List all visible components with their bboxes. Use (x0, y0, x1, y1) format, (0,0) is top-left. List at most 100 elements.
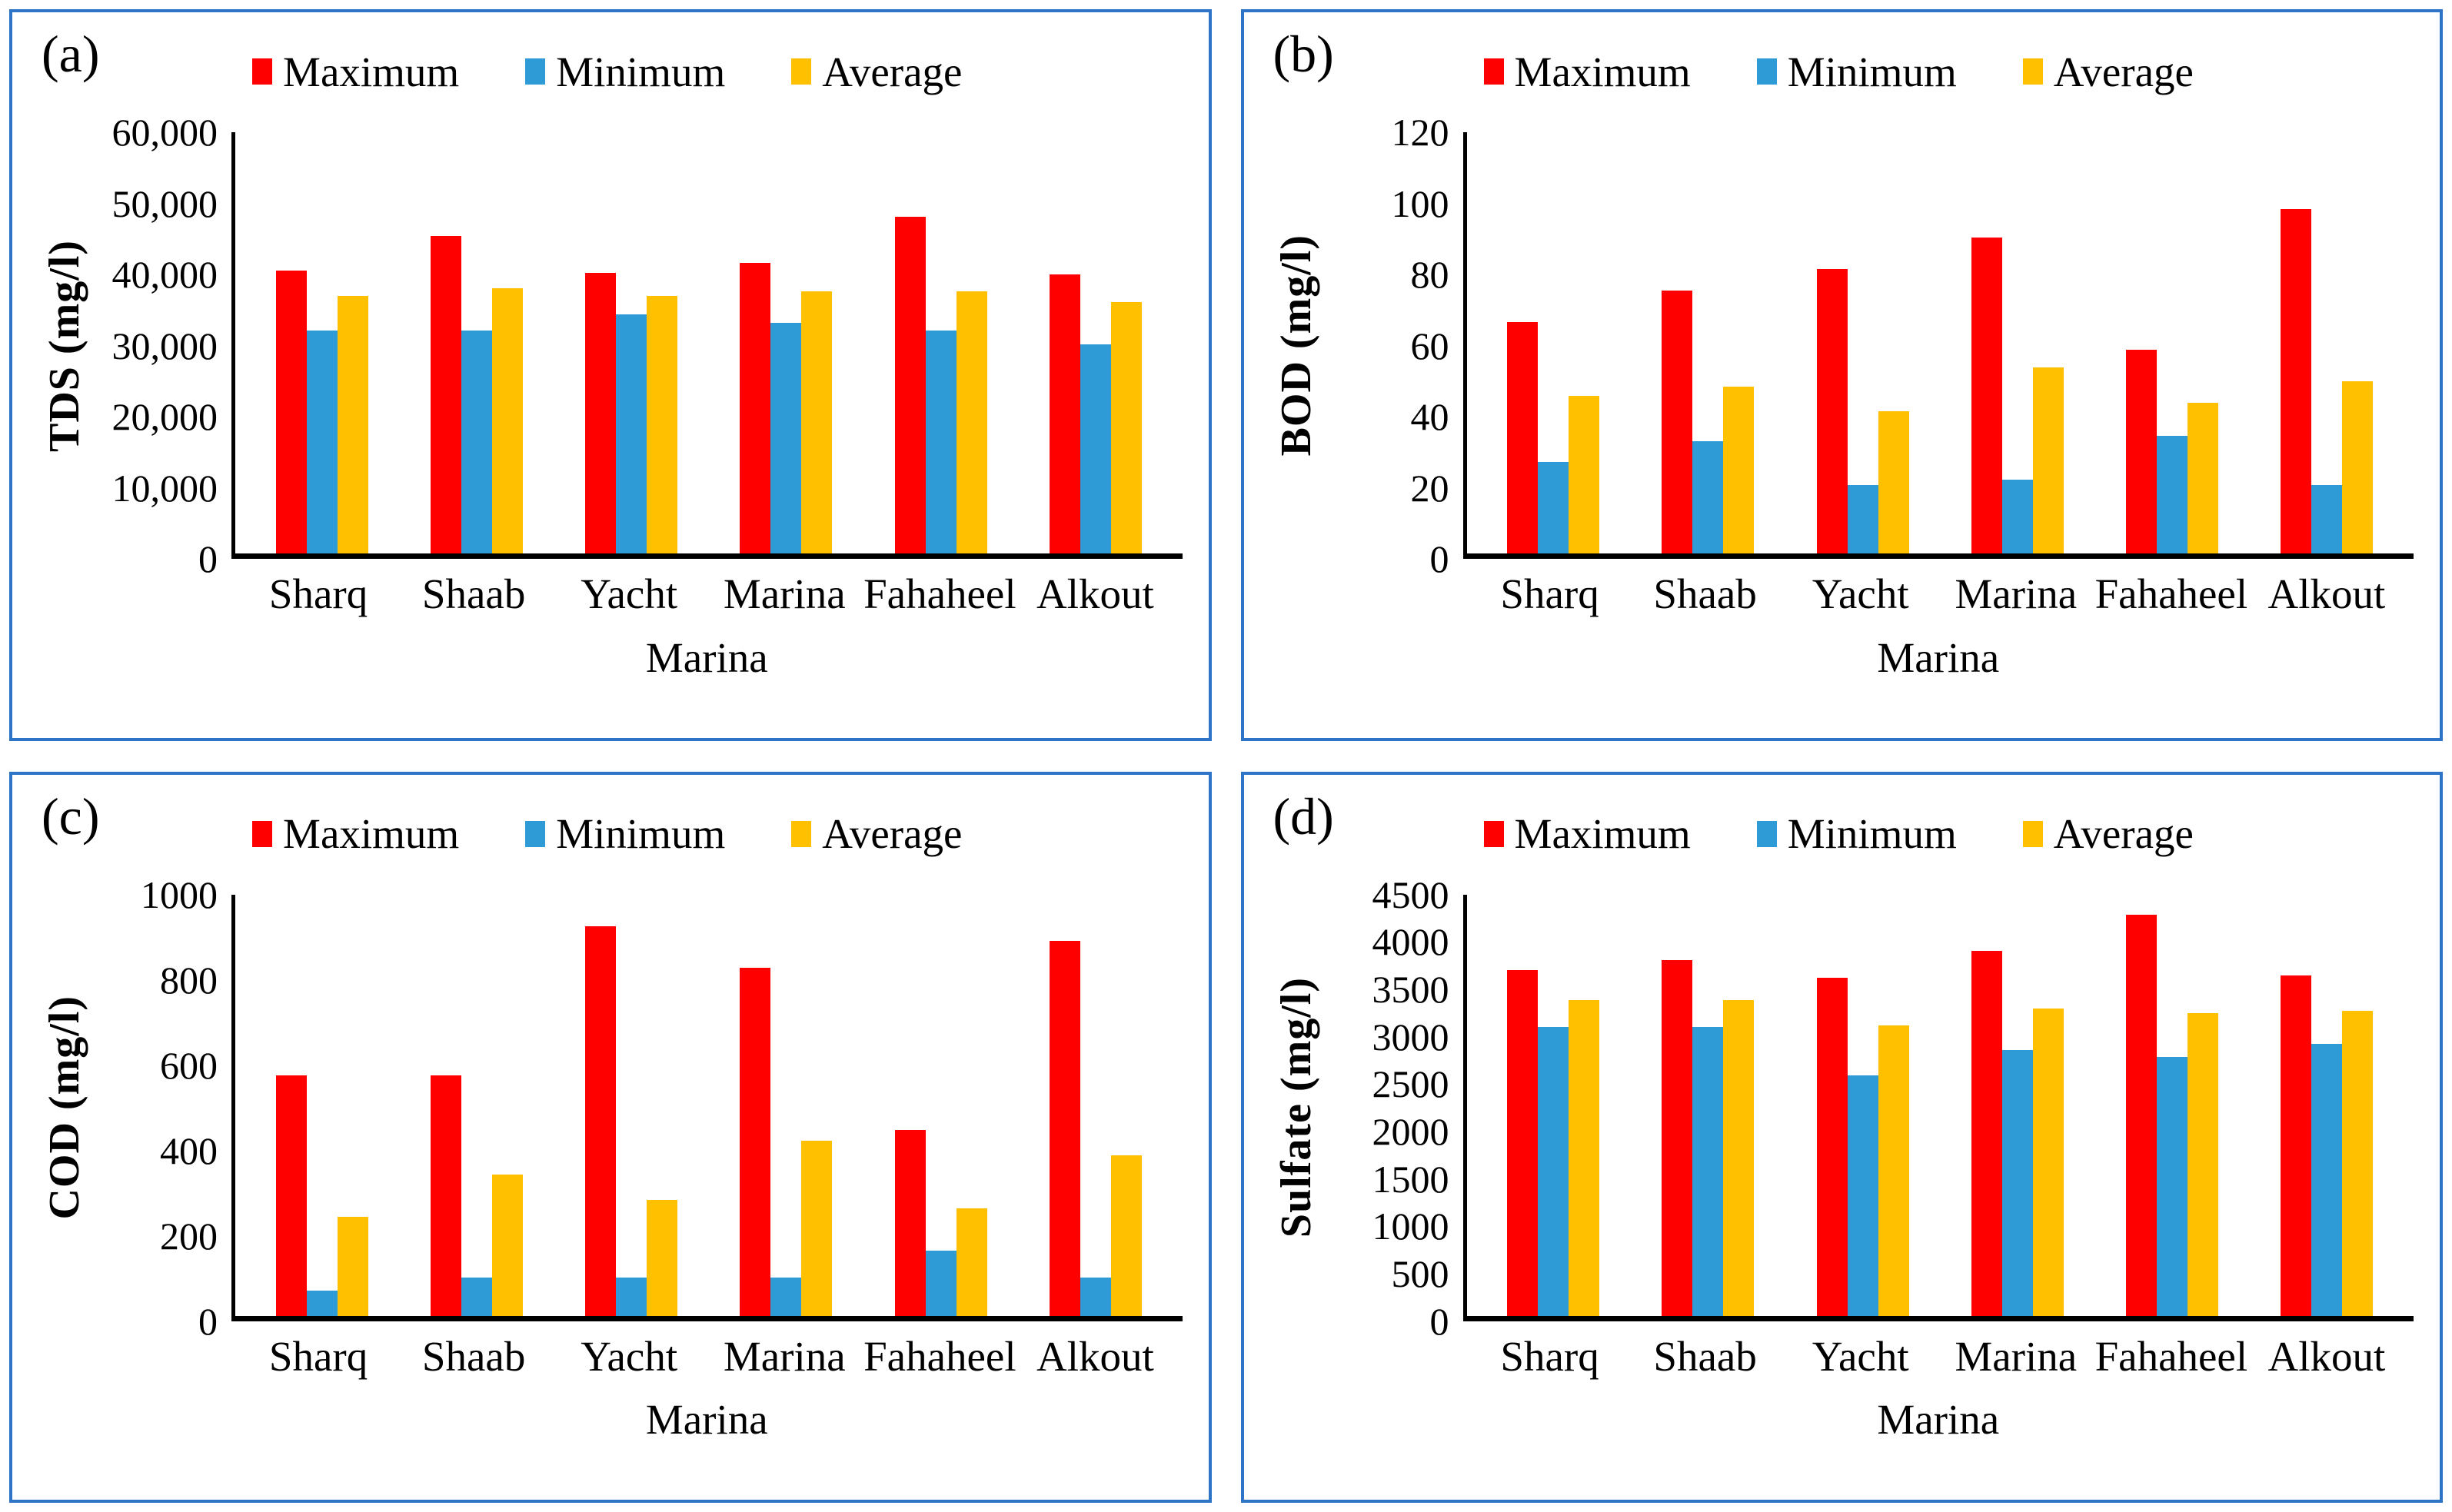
y-axis-title: BOD (mg/l) (1272, 234, 1320, 457)
bar-average-shaab (491, 1174, 523, 1316)
legend-label: Average (822, 810, 963, 857)
legend: Maximum Minimum Average (32, 809, 1183, 859)
y-tick-label: 4000 (1372, 920, 1449, 964)
legend-label: Maximum (1514, 810, 1691, 857)
y-axis-title-wrap: BOD (mg/l) (1264, 132, 1329, 559)
legend-item-maximum: Maximum (1483, 810, 1691, 857)
plot-area (231, 894, 1183, 1321)
bar-maximum-fahaheel (2126, 350, 2158, 553)
legend: Maximum Minimum Average (1264, 809, 2414, 859)
y-axis-title-wrap: COD (mg/l) (32, 895, 97, 1321)
bar-minimum-shaab (461, 330, 492, 553)
legend-label: Maximum (283, 810, 460, 857)
bar-group-marina (1940, 895, 2094, 1316)
bar-average-shaab (1723, 387, 1755, 553)
x-category-label: Sharq (268, 1332, 368, 1380)
x-category-label: Sharq (1500, 1332, 1599, 1380)
legend-item-average: Average (2022, 51, 2194, 93)
y-tick-label: 40,000 (111, 253, 218, 296)
bar-minimum-sharq (1538, 1027, 1569, 1316)
bar-average-marina (2032, 367, 2064, 553)
bar-minimum-fahaheel (2157, 1057, 2188, 1316)
y-tick-label: 20 (1410, 466, 1449, 510)
x-category-label: Marina (1955, 570, 2078, 617)
bar-maximum-alkout (2281, 975, 2312, 1316)
x-category-label: Fahaheel (863, 1332, 1016, 1380)
bar-group-yacht (554, 895, 709, 1316)
y-tick-label: 40 (1410, 395, 1449, 438)
y-tick-label: 30,000 (111, 324, 218, 367)
x-category-label: Fahaheel (2094, 570, 2248, 617)
average-swatch-icon (2022, 820, 2043, 847)
legend-label: Minimum (1787, 48, 1957, 95)
x-axis-labels: Sharq Shaab Yacht Marina Fahaheel Alkout (1463, 570, 2414, 618)
bar-group-alkout (2250, 132, 2404, 553)
bar-average-alkout (1110, 1155, 1142, 1316)
bar-minimum-marina (2001, 480, 2033, 553)
bar-minimum-shaab (1692, 1027, 1724, 1316)
bar-average-yacht (1878, 411, 1909, 553)
legend-item-minimum: Minimum (1756, 810, 1957, 857)
legend-item-minimum: Minimum (525, 51, 725, 93)
chart-area: TDS (mg/l) 0 10,000 20,000 30,000 40,000 50,0… (32, 113, 1183, 681)
bar-average-yacht (647, 295, 678, 553)
bar-maximum-alkout (1049, 274, 1080, 553)
bar-group-sharq (245, 895, 399, 1316)
x-category-label: Marina (723, 1332, 846, 1380)
x-category-label: Alkout (1036, 570, 1154, 617)
x-category-label: Shaab (1653, 570, 1757, 617)
bar-group-yacht (1785, 895, 1940, 1316)
panel-label: (a) (42, 25, 100, 83)
minimum-swatch-icon (525, 58, 546, 85)
bar-average-alkout (2342, 381, 2374, 553)
bar-maximum-fahaheel (894, 1130, 926, 1316)
x-category-label: Alkout (1036, 1332, 1154, 1380)
y-tick-label: 1000 (141, 872, 218, 916)
x-axis-title: Marina (645, 633, 768, 681)
bar-group-shaab (1631, 895, 1785, 1316)
bar-maximum-yacht (585, 272, 617, 553)
legend-item-maximum: Maximum (252, 812, 459, 855)
bar-average-yacht (1878, 1025, 1909, 1316)
bar-average-fahaheel (956, 291, 987, 553)
y-axis-title: TDS (mg/l) (41, 239, 88, 452)
x-axis-labels: Sharq Shaab Yacht Marina Fahaheel Alkout (231, 570, 1183, 618)
bar-maximum-yacht (585, 925, 617, 1316)
bar-minimum-yacht (616, 314, 647, 553)
bar-group-sharq (245, 132, 399, 553)
bar-maximum-alkout (1049, 940, 1080, 1316)
panel-label: (d) (1273, 786, 1334, 846)
legend-label: Minimum (556, 810, 726, 857)
y-tick-label: 0 (1429, 537, 1449, 580)
legend-label: Maximum (283, 48, 460, 95)
bar-minimum-alkout (1080, 1278, 1111, 1316)
legend-item-average: Average (791, 812, 962, 855)
x-category-label: Yacht (1812, 1332, 1909, 1380)
average-swatch-icon (791, 820, 812, 847)
legend-label: Minimum (1787, 810, 1957, 857)
y-tick-label: 10,000 (111, 466, 218, 510)
plot-area (231, 132, 1183, 559)
bar-average-sharq (1569, 395, 1600, 553)
bar-maximum-shaab (430, 1075, 461, 1316)
bar-minimum-shaab (461, 1278, 492, 1316)
y-axis-title-wrap: TDS (mg/l) (32, 132, 97, 559)
y-tick-label: 60,000 (111, 111, 218, 154)
chart-area: BOD (mg/l) 0 20 40 60 80 100 120 Sharq Shaab Yac… (1264, 113, 2414, 681)
bar-maximum-sharq (1507, 970, 1539, 1316)
x-category-label: Alkout (2267, 570, 2386, 617)
y-tick-label: 2500 (1372, 1062, 1449, 1106)
bar-group-yacht (1785, 132, 1940, 553)
x-category-label: Fahaheel (2094, 1332, 2248, 1380)
bar-minimum-alkout (2311, 1044, 2343, 1316)
y-tick-label: 200 (160, 1214, 218, 1258)
bar-maximum-marina (1971, 950, 2002, 1316)
minimum-swatch-icon (1756, 820, 1777, 847)
bar-minimum-sharq (1538, 462, 1569, 553)
bar-maximum-sharq (275, 270, 307, 553)
maximum-swatch-icon (1483, 820, 1504, 847)
bar-minimum-marina (770, 323, 802, 553)
y-axis-title: Sulfate (mg/l) (1272, 977, 1320, 1238)
plot-area (1462, 132, 2414, 559)
